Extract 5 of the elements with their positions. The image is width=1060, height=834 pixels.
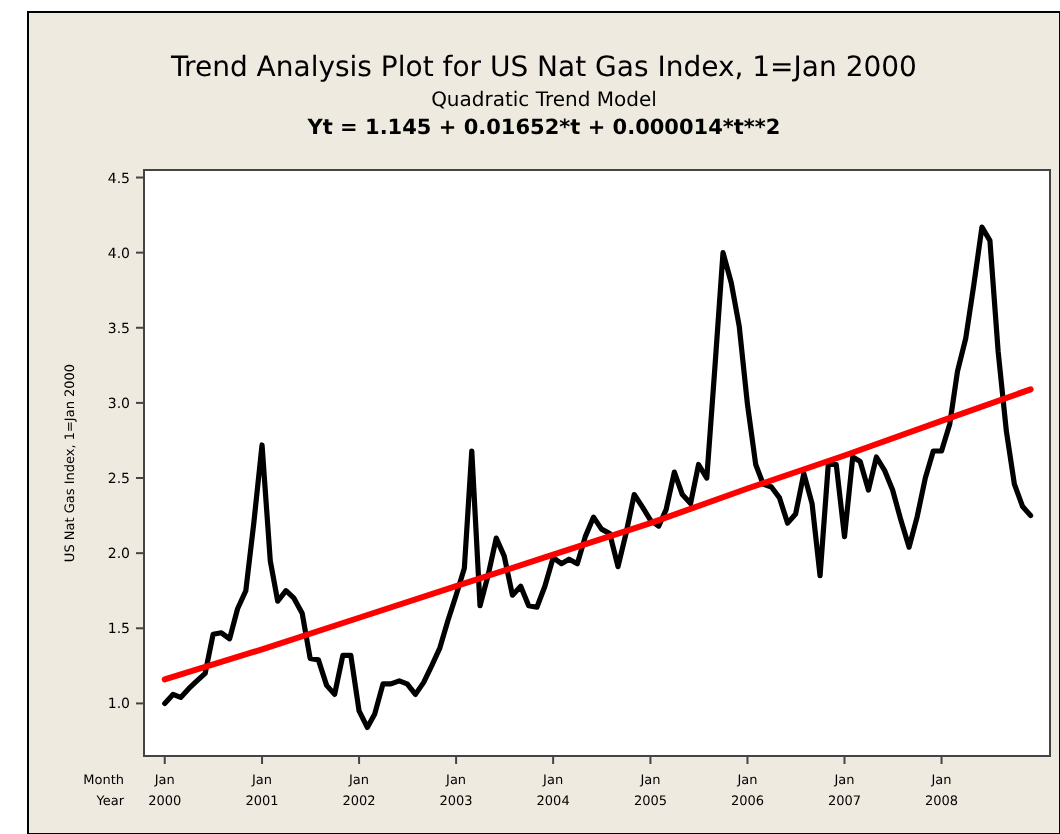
line-series	[162, 224, 1034, 731]
chart-title: Trend Analysis Plot for US Nat Gas Index, 1=Jan 2000	[169, 52, 917, 84]
chart-subtitle: Quadratic Trend Model	[431, 90, 657, 112]
text: Yt = 1.145 + 0.01652*t + 0.000014*t**2	[305, 116, 781, 140]
line-series	[161, 386, 1034, 683]
